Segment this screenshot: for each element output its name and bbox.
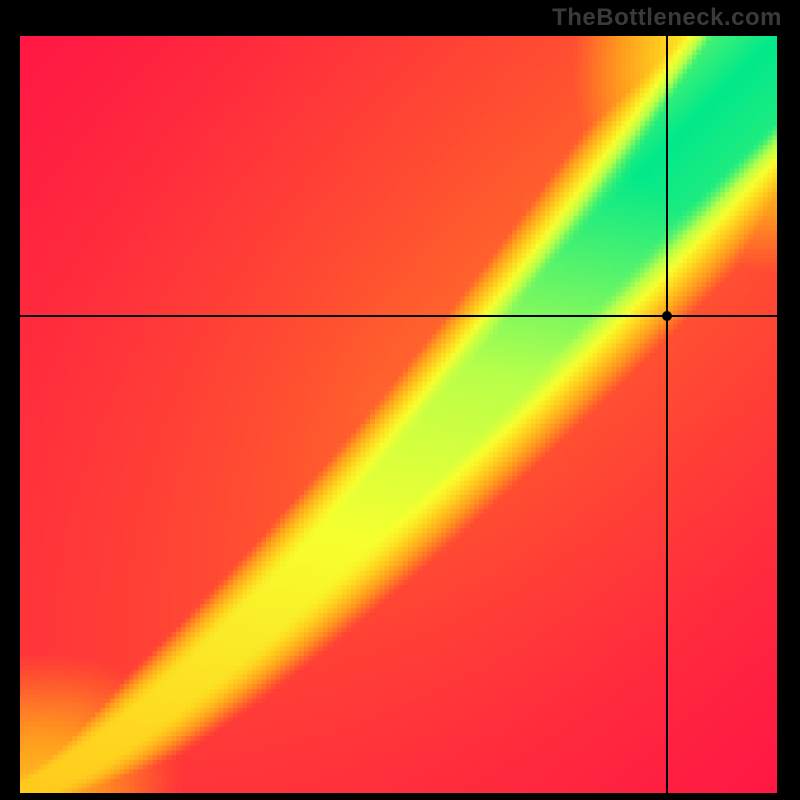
- chart-container: TheBottleneck.com: [0, 0, 800, 800]
- heatmap-canvas: [20, 36, 777, 793]
- crosshair-marker: [662, 311, 672, 321]
- crosshair-vertical: [666, 36, 668, 793]
- watermark-text: TheBottleneck.com: [552, 4, 782, 32]
- plot-area: [20, 36, 777, 793]
